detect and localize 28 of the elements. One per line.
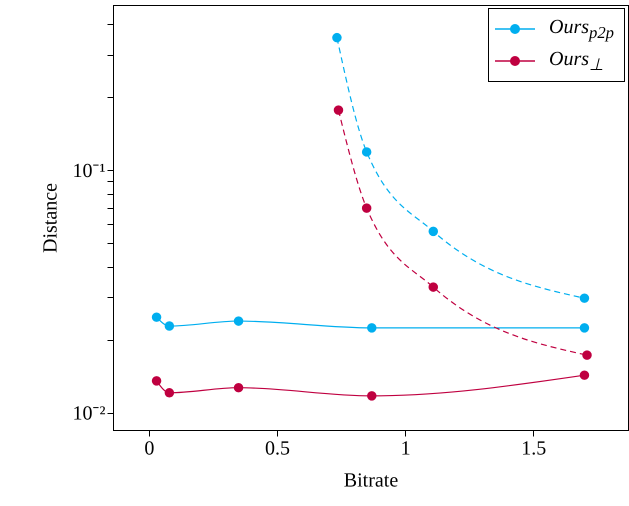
point: [580, 323, 590, 333]
point: [332, 32, 342, 42]
point: [362, 203, 372, 213]
point: [152, 376, 162, 386]
point: [164, 388, 174, 398]
y-tick-label: 10⁻¹: [72, 160, 106, 182]
point: [164, 321, 174, 331]
x-tick-label: 0: [144, 438, 154, 460]
point: [367, 323, 377, 333]
point: [334, 105, 344, 115]
point: [428, 282, 438, 292]
legend-label: Ours$_{p2p}$: [549, 16, 614, 42]
x-tick-label: 1: [400, 438, 411, 460]
point: [362, 147, 372, 157]
point: [234, 316, 244, 326]
point: [367, 391, 377, 401]
point: [152, 312, 162, 322]
y-axis-title: Distance: [40, 182, 62, 253]
y-tick-label: 10⁻²: [72, 402, 106, 424]
point: [428, 226, 438, 236]
legend-label: Ours$_{⊥}$: [549, 48, 604, 74]
x-tick-label: 1.5: [521, 438, 546, 460]
point: [582, 350, 592, 360]
x-axis-title: Bitrate: [344, 470, 398, 492]
point: [580, 370, 590, 380]
x-tick-label: 0.5: [264, 438, 290, 460]
point: [580, 293, 590, 303]
point: [234, 382, 244, 392]
